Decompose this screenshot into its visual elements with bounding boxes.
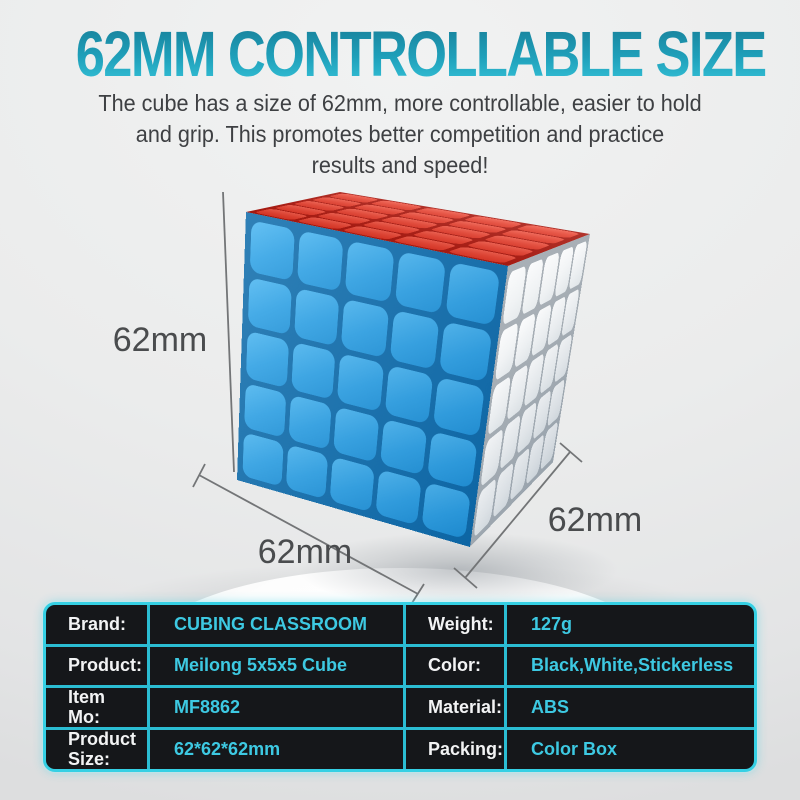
spec-value-brand: CUBING CLASSROOM	[150, 605, 403, 644]
spec-value-product: Meilong 5x5x5 Cube	[150, 646, 403, 686]
description-line: The cube has a size of 62mm, more contro…	[98, 90, 702, 116]
depth-dimension-label: 62mm	[547, 501, 643, 539]
height-dimension-line	[222, 191, 235, 473]
header: 62MM CONTROLLABLE SIZE	[0, 22, 800, 86]
spec-label-brand: Brand:	[46, 605, 147, 644]
description-line: and grip. This promotes better competiti…	[135, 121, 665, 147]
spec-label-product: Product:	[46, 646, 147, 686]
description-paragraph: The cube has a size of 62mm, more contro…	[24, 88, 776, 181]
width-dimension-label: 62mm	[257, 533, 353, 571]
spec-value-color: Black,White,Stickerless	[507, 646, 754, 686]
spec-value-weight: 127g	[507, 605, 754, 644]
height-dimension-label: 62mm	[112, 321, 208, 359]
depth-dimension-tick	[559, 442, 583, 463]
spec-label-product-size: Product Size:	[46, 729, 147, 769]
spec-table: Brand: CUBING CLASSROOM Weight: 127g Pro…	[43, 602, 757, 772]
spec-label-color: Color:	[406, 646, 504, 686]
spec-label-packing: Packing:	[406, 730, 504, 769]
page-title: 62MM CONTROLLABLE SIZE	[75, 18, 768, 90]
spec-value-material: ABS	[507, 688, 754, 728]
spec-value-product-size: 62*62*62mm	[150, 730, 403, 769]
spec-label-material: Material:	[406, 688, 504, 728]
spec-label-item-mo: Item Mo:	[46, 688, 147, 728]
spec-label-weight: Weight:	[406, 605, 504, 644]
spec-value-item-mo: MF8862	[150, 688, 403, 728]
width-dimension-tick	[192, 463, 206, 488]
depth-dimension-line	[464, 451, 571, 579]
width-dimension-line	[198, 474, 419, 595]
depth-dimension-tick	[453, 567, 478, 589]
width-dimension-tick	[411, 583, 425, 604]
spec-value-packing: Color Box	[507, 730, 754, 769]
description-line: results and speed!	[311, 152, 489, 178]
